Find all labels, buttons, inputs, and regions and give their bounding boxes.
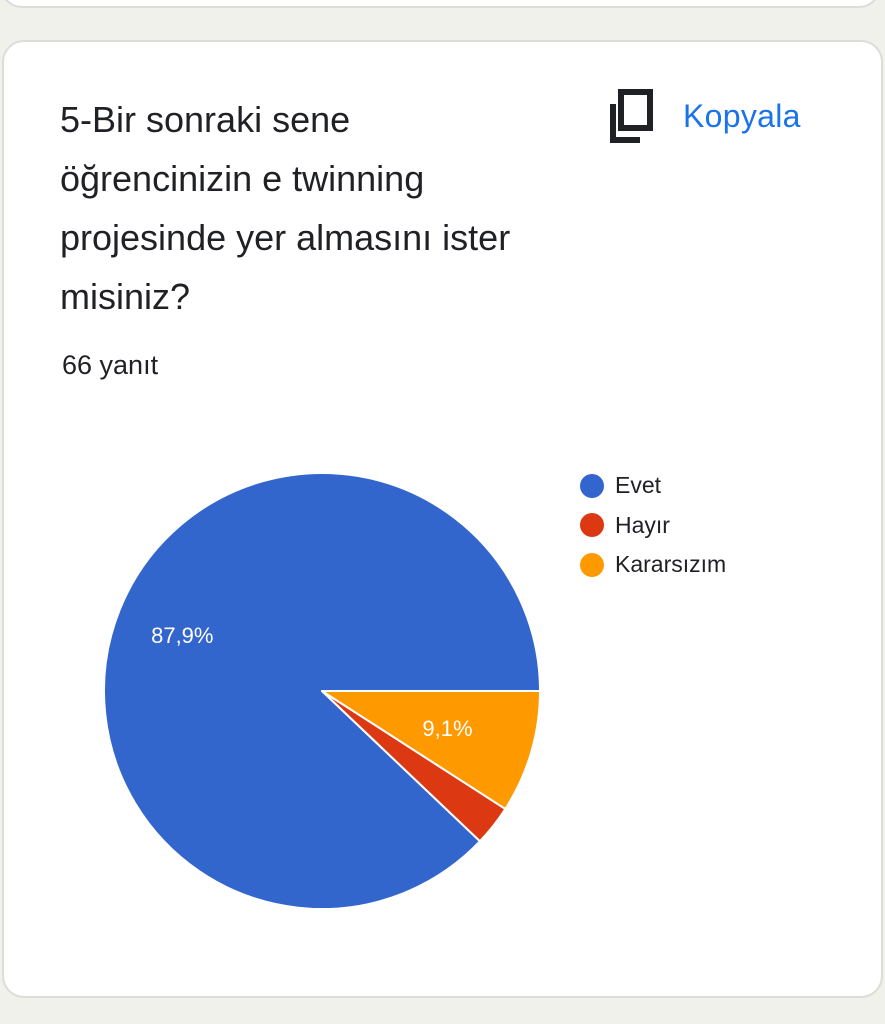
copy-icon: [610, 89, 653, 143]
response-count: 66 yanıt: [62, 350, 159, 380]
pie-slice-kararsizim[interactable]: [321, 690, 541, 810]
legend-label: Kararsızım: [615, 551, 727, 578]
legend-swatch: [580, 513, 604, 538]
copy-button[interactable]: Kopyala: [608, 88, 801, 144]
legend-swatch: [580, 473, 604, 498]
question-title: 5-Bir sonraki sene öğrencinizin e twinni…: [60, 99, 511, 317]
legend-item-hayir[interactable]: Hayır: [580, 506, 726, 546]
copy-label: Kopyala: [683, 97, 801, 134]
legend-label: Hayır: [615, 511, 670, 538]
legend-item-evet[interactable]: Evet: [580, 466, 726, 506]
chart-legend: Evet Hayır Kararsızım: [580, 466, 726, 585]
slice-label-evet: 87,9%: [151, 623, 213, 648]
slice-label-kararsizim: 9,1%: [422, 716, 472, 741]
legend-label: Evet: [615, 472, 662, 499]
legend-swatch: [580, 552, 604, 577]
legend-item-kararsizim[interactable]: Kararsızım: [580, 545, 726, 585]
